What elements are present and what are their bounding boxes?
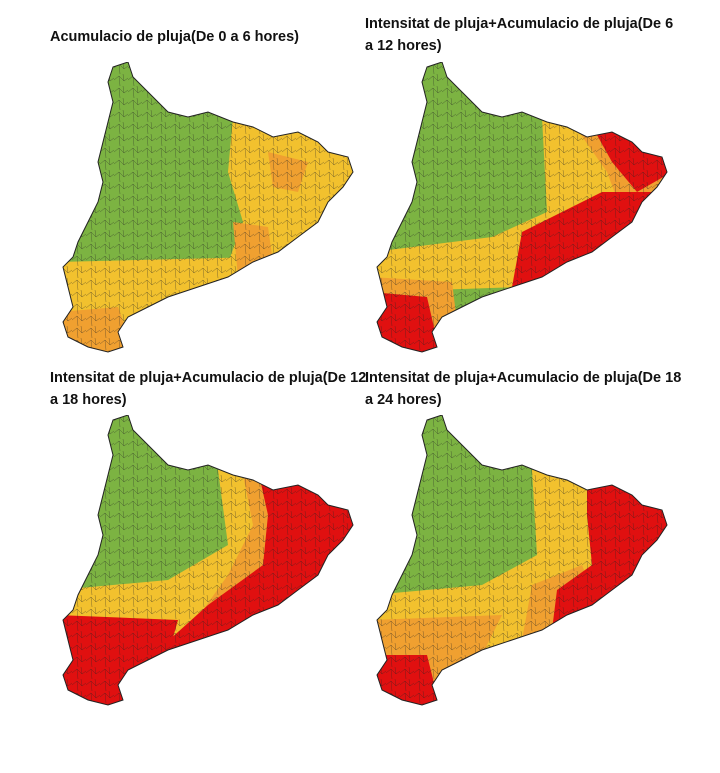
rain-map [62, 62, 354, 353]
rain-map [376, 415, 668, 706]
panel-title: Intensitat de pluja+Acumulacio de pluja(… [50, 370, 367, 408]
panel-title: Intensitat de pluja+Acumulacio de pluja(… [365, 16, 674, 54]
panel-title: Intensitat de pluja+Acumulacio de pluja(… [365, 370, 682, 408]
rain-map [62, 415, 354, 706]
rain-map [376, 62, 668, 353]
panel-title: Acumulacio de pluja(De 0 a 6 hores) [50, 29, 299, 45]
